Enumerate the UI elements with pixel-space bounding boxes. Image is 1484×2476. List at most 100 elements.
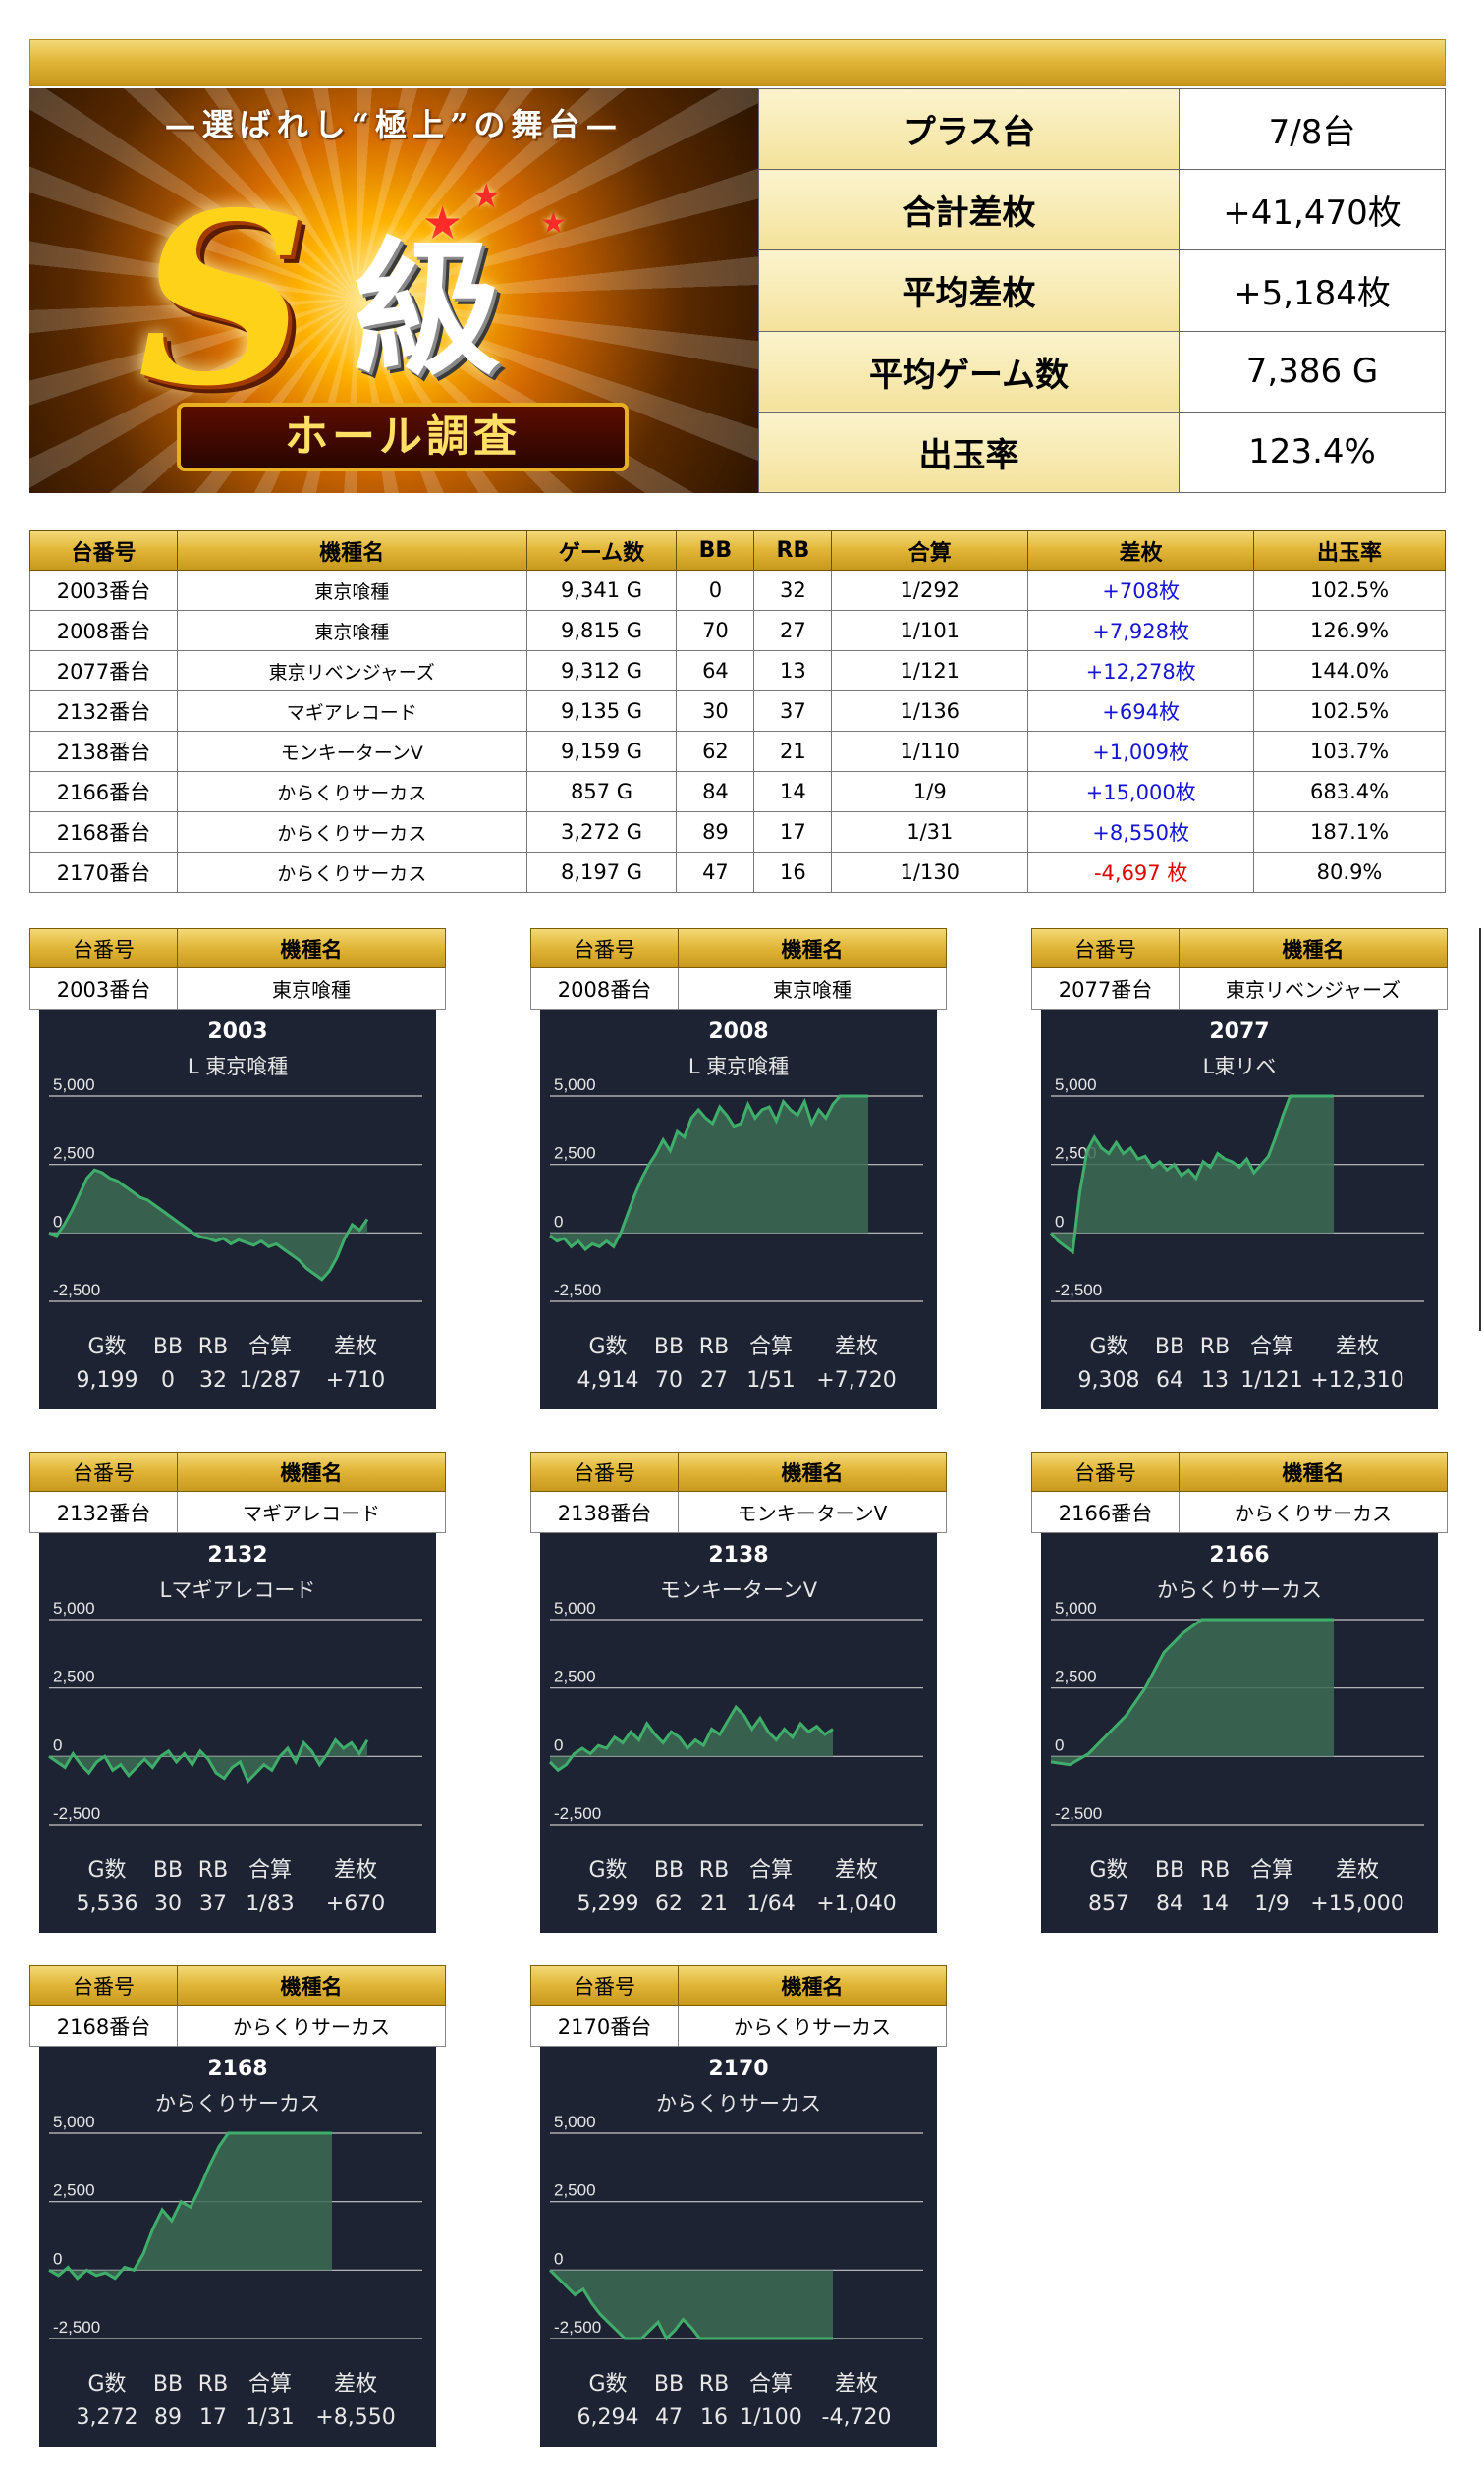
balance-chart: 5,000 2,500 0 -2,500: [1050, 1599, 1424, 1826]
stat-label: G数: [588, 1858, 628, 1883]
cell-model: モンキーターンV: [176, 731, 527, 772]
y-tick-label: -2,500: [53, 1804, 100, 1823]
stat-label: 差枚: [834, 2372, 878, 2396]
stat-value: 89: [154, 2405, 182, 2430]
stat-value: 21: [700, 1892, 728, 1916]
cell-model: 東京喰種: [176, 570, 527, 611]
chart-subtitle: L 東京喰種: [687, 1055, 790, 1078]
col-header-rb: RB: [753, 530, 833, 571]
card-machine-model: 東京喰種: [177, 967, 446, 1010]
y-tick-label: -2,500: [554, 1281, 601, 1299]
stat-column: BB 70: [646, 1331, 691, 1400]
chart-subtitle: モンキーターンV: [659, 1578, 818, 1602]
banner-tagline: —選ばれし“極上”の舞台—: [164, 106, 624, 143]
cell-diff: +8,550枚: [1027, 811, 1255, 853]
balance-line: [48, 2131, 332, 2281]
stat-column: 合算 1/287: [236, 1331, 304, 1400]
cell-bb: 64: [676, 650, 755, 691]
card-col-model: 機種名: [1179, 1452, 1448, 1492]
banner-rank-kanji: 級: [354, 223, 502, 396]
stat-column: BB 84: [1147, 1854, 1192, 1923]
cell-model: からくりサーカス: [176, 771, 527, 812]
stat-label: 合算: [748, 2372, 793, 2396]
stat-value: 14: [1201, 1892, 1229, 1916]
cell-bb: 0: [676, 570, 755, 611]
stat-value: +710: [325, 1368, 386, 1393]
chart-panel: 2008 L 東京喰種 5,000 2,500 0 -2,500 G数 4,914 BB 70 RB…: [540, 1010, 937, 1409]
stat-label: 合算: [748, 1335, 793, 1359]
chart-stats: G数 9,308 BB 64 RB 13 合算 1/121 差枚 +12,310: [1041, 1331, 1438, 1400]
col-header-rate: 出玉率: [1253, 530, 1446, 571]
chart-panel: 2166 からくりサーカス 5,000 2,500 0 -2,500 G数 857 BB 84 RB…: [1041, 1533, 1438, 1933]
cell-number: 2132番台: [29, 690, 178, 732]
card-machine-model: 東京喰種: [678, 967, 947, 1010]
stat-column: RB 27: [691, 1331, 737, 1400]
chart-stats: G数 9,199 BB 0 RB 32 合算 1/287 差枚 +710: [39, 1331, 436, 1400]
stat-value: 857: [1088, 1892, 1129, 1916]
cell-rb: 27: [753, 610, 833, 651]
stat-column: BB 89: [145, 2368, 191, 2437]
cell-rb: 17: [753, 811, 833, 853]
stat-column: BB 0: [145, 1331, 191, 1400]
chart-title: 2168: [207, 2057, 268, 2081]
stat-column: 差枚 +15,000: [1306, 1854, 1408, 1923]
summary-row: 出玉率 123.4%: [758, 411, 1446, 494]
col-header-bb: BB: [676, 530, 755, 571]
stat-column: BB 62: [646, 1854, 691, 1923]
stat-label: 合算: [748, 1858, 793, 1883]
stat-value: 1/287: [239, 1368, 302, 1393]
stat-label: RB: [1199, 1858, 1231, 1883]
balance-chart: 5,000 2,500 0 -2,500: [549, 1075, 923, 1302]
table-row: 2132番台 マギアレコード 9,135 G 30 37 1/136 +694枚 102.5%: [29, 690, 1446, 732]
stat-label: 合算: [247, 1858, 292, 1883]
stat-label: 差枚: [1335, 1858, 1379, 1883]
cell-rate: 103.7%: [1253, 731, 1446, 772]
summary-label: 平均ゲーム数: [758, 330, 1180, 413]
balance-area: [1051, 1620, 1334, 1765]
cell-diff: +15,000枚: [1027, 771, 1255, 812]
stat-label: G数: [1089, 1858, 1128, 1883]
balance-line: [48, 1168, 369, 1282]
stat-value: 70: [655, 1368, 683, 1393]
summary-value: 123.4%: [1179, 411, 1446, 494]
card-machine-number: 2077番台: [1031, 967, 1180, 1010]
cell-rate: 126.9%: [1253, 610, 1446, 651]
col-header-combined: 合算: [831, 530, 1029, 571]
stat-column: G数 9,308: [1071, 1331, 1147, 1400]
stat-label: RB: [197, 1335, 229, 1359]
y-tick-label: 5,000: [53, 1075, 95, 1094]
chart-subtitle: からくりサーカス: [656, 2092, 821, 2116]
cell-number: 2077番台: [29, 650, 178, 691]
chart-panel: 2138 モンキーターンV 5,000 2,500 0 -2,500 G数 5,299 BB 62…: [540, 1533, 937, 1933]
stat-value: 27: [700, 1368, 728, 1393]
y-tick-label: 0: [1055, 1735, 1064, 1754]
chart-subtitle: L東リベ: [1202, 1055, 1277, 1078]
card-header-table: 台番号 機種名 2008番台 東京喰種: [530, 928, 947, 1010]
card-col-model: 機種名: [1179, 928, 1448, 968]
stat-label: BB: [152, 1858, 184, 1883]
card-value-row: 2170番台 からくりサーカス: [530, 2005, 947, 2047]
y-tick-label: 5,000: [53, 1599, 95, 1618]
stat-value: 13: [1201, 1368, 1229, 1393]
y-tick-label: 0: [53, 1735, 62, 1754]
card-col-model: 機種名: [678, 1452, 947, 1492]
stat-value: 1/100: [740, 2405, 802, 2430]
stat-value: 9,308: [1077, 1368, 1140, 1393]
card-col-model: 機種名: [177, 1452, 446, 1492]
cell-combined: 1/110: [831, 731, 1029, 772]
chart-stats: G数 5,299 BB 62 RB 21 合算 1/64 差枚 +1,040: [540, 1854, 937, 1923]
card-header-row: 台番号 機種名: [29, 1452, 446, 1492]
card-value-row: 2077番台 東京リベンジャーズ: [1031, 967, 1448, 1010]
summary-row: 平均差枚 +5,184枚: [758, 249, 1446, 332]
cell-diff: +7,928枚: [1027, 610, 1255, 651]
card-col-number: 台番号: [1031, 1452, 1180, 1492]
cell-rb: 14: [753, 771, 833, 812]
stat-column: RB 37: [191, 1854, 236, 1923]
chart-panel: 2132 Lマギアレコード 5,000 2,500 0 -2,500 G数 5,536 BB 30…: [39, 1533, 436, 1933]
banner-s-letter: S: [137, 161, 308, 438]
stat-label: BB: [653, 1858, 685, 1883]
stat-label: G数: [87, 2372, 127, 2396]
chart-panel: 2003 L 東京喰種 5,000 2,500 0 -2,500 G数 9,199 BB 0 RB 3…: [39, 1010, 436, 1409]
card-header-table: 台番号 機種名 2138番台 モンキーターンV: [530, 1452, 947, 1533]
cell-bb: 70: [676, 610, 755, 651]
